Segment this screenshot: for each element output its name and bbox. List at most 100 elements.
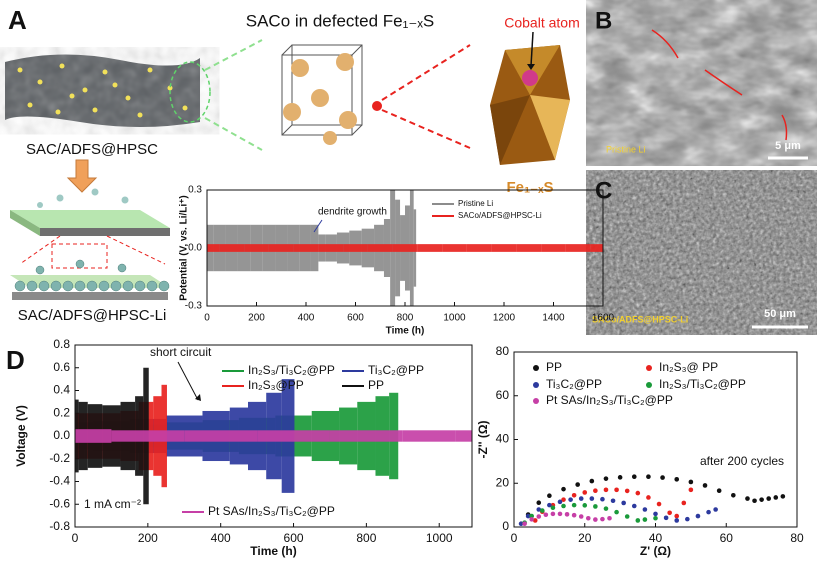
x-tick-label: 1400 bbox=[542, 313, 565, 324]
data-point bbox=[759, 497, 764, 502]
data-point bbox=[557, 511, 563, 517]
data-point bbox=[635, 490, 641, 496]
plot-area bbox=[207, 190, 603, 306]
voltage-band bbox=[207, 244, 220, 252]
data-point bbox=[564, 512, 570, 517]
data-point bbox=[575, 482, 580, 487]
sem-image-c bbox=[586, 170, 817, 335]
x-tick-label: 200 bbox=[248, 313, 265, 324]
data-point bbox=[568, 497, 573, 502]
data-point bbox=[540, 508, 545, 513]
panel-label: C bbox=[595, 177, 612, 204]
zoom-line bbox=[381, 109, 471, 149]
legend-label: Pristine Li bbox=[458, 199, 493, 208]
data-point bbox=[593, 504, 598, 509]
zoom-line bbox=[381, 44, 471, 101]
data-point bbox=[561, 503, 566, 509]
data-point bbox=[600, 496, 605, 502]
x-tick-label: 0 bbox=[72, 531, 79, 545]
voltage-band bbox=[392, 244, 418, 252]
y-tick-label: -0.8 bbox=[49, 519, 70, 533]
data-point bbox=[550, 511, 556, 517]
data-point bbox=[578, 496, 584, 501]
voltage-band bbox=[184, 430, 258, 442]
data-point bbox=[656, 501, 662, 507]
voltage-band bbox=[219, 244, 245, 252]
annotation-arrow bbox=[313, 219, 323, 233]
data-point bbox=[536, 514, 542, 519]
legend-label: SACo/ADFS@HPSC-Li bbox=[458, 211, 542, 220]
y-tick-label: 0.3 bbox=[188, 185, 202, 196]
voltage-band bbox=[491, 244, 517, 252]
panel-label: A bbox=[8, 5, 27, 35]
x-tick-label: 600 bbox=[284, 531, 304, 545]
data-point bbox=[518, 521, 524, 527]
data-point bbox=[617, 475, 623, 480]
data-point bbox=[688, 487, 694, 493]
data-point bbox=[688, 479, 694, 485]
data-point bbox=[631, 503, 637, 509]
data-point bbox=[600, 516, 605, 522]
y-tick-label: 0 bbox=[502, 519, 509, 533]
voltage-band bbox=[455, 430, 472, 442]
legend-label: PP bbox=[546, 360, 562, 374]
data-point bbox=[702, 483, 708, 488]
annotation-arrow bbox=[195, 394, 201, 401]
axes-frame bbox=[74, 344, 473, 528]
y-tick-label: 0.8 bbox=[53, 337, 70, 351]
axes-frame bbox=[206, 189, 604, 307]
data-point bbox=[674, 477, 680, 482]
voltage-band bbox=[75, 429, 112, 443]
y-tick-label: 0.0 bbox=[188, 243, 202, 254]
data-point bbox=[674, 518, 680, 523]
voltage-band bbox=[466, 244, 492, 252]
annotation: after 200 cycles bbox=[700, 454, 784, 468]
y-tick-label: 0.4 bbox=[53, 383, 70, 397]
voltage-band bbox=[293, 244, 319, 252]
x-axis-title: Time (h) bbox=[386, 326, 425, 337]
data-point bbox=[635, 518, 641, 523]
crystal-structure bbox=[281, 44, 382, 145]
voltage-band bbox=[565, 244, 591, 252]
annotation: short circuit bbox=[150, 345, 212, 359]
y-tick-label: 0.0 bbox=[53, 428, 70, 442]
legend-label: In₂S₃/Ti₃C₂@PP bbox=[248, 363, 335, 377]
cobalt-label: Cobalt atom bbox=[504, 15, 579, 31]
scale-label: 50 μm bbox=[764, 308, 796, 320]
data-point bbox=[547, 493, 552, 499]
legend-label: Pt SAs/In₂S₃/Ti₃C₂@PP bbox=[208, 504, 335, 518]
voltage-band bbox=[541, 244, 566, 252]
x-tick-label: 800 bbox=[397, 313, 414, 324]
data-point bbox=[624, 488, 630, 494]
x-tick-label: 20 bbox=[578, 531, 592, 545]
voltage-band bbox=[442, 244, 467, 252]
data-point bbox=[731, 492, 736, 498]
y-tick-label: 60 bbox=[496, 388, 510, 402]
data-point bbox=[603, 487, 609, 493]
panel-label: B bbox=[595, 7, 612, 34]
x-tick-label: 0 bbox=[511, 531, 518, 545]
data-point bbox=[653, 511, 658, 517]
legend-label: Ti₃C₂@PP bbox=[368, 363, 424, 377]
plot-area bbox=[518, 474, 786, 527]
x-tick-label: 800 bbox=[356, 531, 376, 545]
data-point bbox=[610, 498, 616, 504]
data-point bbox=[536, 507, 542, 512]
data-point bbox=[646, 495, 651, 500]
legend-label: Ti₃C₂@PP bbox=[546, 377, 602, 391]
data-point bbox=[532, 518, 538, 523]
y-axis-title: -Z'' (Ω) bbox=[476, 421, 490, 459]
data-point bbox=[685, 516, 690, 522]
x-tick-label: 1600 bbox=[592, 313, 615, 324]
x-tick-label: 40 bbox=[649, 531, 663, 545]
host-illustration bbox=[5, 39, 263, 151]
y-tick-label: -0.4 bbox=[49, 474, 70, 488]
data-point bbox=[543, 512, 549, 518]
y-tick-label: 0.2 bbox=[53, 405, 70, 419]
polyhedron bbox=[490, 31, 570, 165]
data-point bbox=[589, 478, 595, 484]
data-point bbox=[582, 490, 588, 495]
data-point bbox=[646, 474, 651, 479]
x-tick-label: 80 bbox=[790, 531, 804, 545]
data-point bbox=[716, 488, 722, 493]
